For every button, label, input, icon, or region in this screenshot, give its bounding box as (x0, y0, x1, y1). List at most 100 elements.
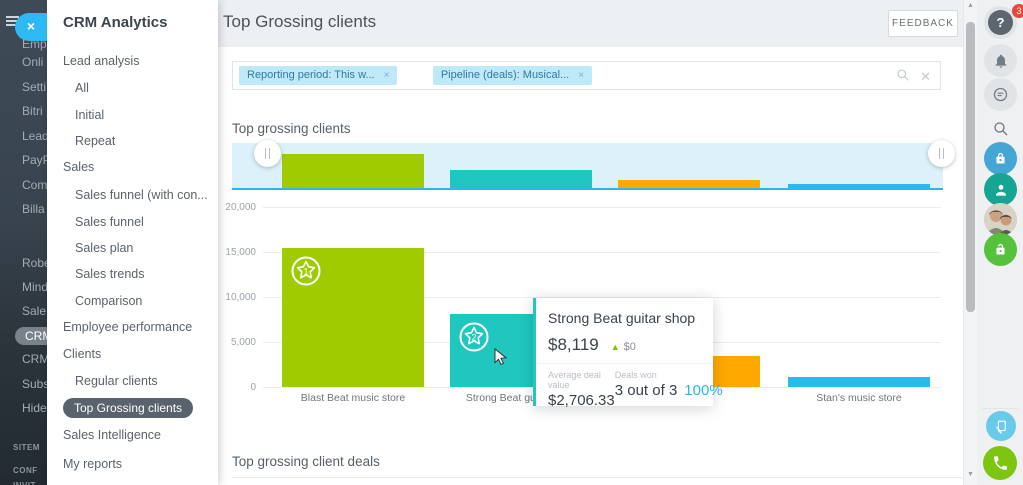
profile-button[interactable] (984, 173, 1017, 206)
page-title: Top Grossing clients (223, 12, 377, 31)
sidebar-item-comparison[interactable]: Comparison (75, 294, 143, 308)
rail-item-subs[interactable]: Subs (22, 377, 47, 391)
sidebar-item-all[interactable]: All (75, 81, 89, 95)
filter-chip-label: Pipeline (deals): Musical... (440, 69, 570, 81)
support-chat-icon (993, 87, 1008, 102)
lock-icon (996, 152, 1005, 164)
y-axis-tick: 20,000 (225, 202, 256, 213)
delta-up-icon: ▲ (610, 342, 620, 352)
sidebar-item-sales-intelligence[interactable]: Sales Intelligence (63, 428, 161, 442)
person-icon (995, 184, 1006, 196)
page-header: Top Grossing clients FEEDBACK (218, 0, 963, 47)
scroll-up-icon[interactable]: ▲ (967, 2, 974, 9)
deals-won-value: 3 out of 3 (614, 382, 678, 399)
search-icon (993, 121, 1007, 135)
rail-item-onli[interactable]: Onli (22, 55, 44, 69)
rail-item-mind[interactable]: Mind (22, 280, 47, 294)
sidebar-item-sales-plan[interactable]: Sales plan (75, 241, 134, 255)
export-report-button[interactable] (986, 411, 1016, 441)
avatar-photo (984, 203, 1017, 236)
call-phone-button[interactable] (983, 446, 1017, 480)
avg-deal-value: $2,706.33 (548, 392, 615, 409)
analytics-menu-panel: CRM Analytics Lead analysis All Initial Rep… (47, 0, 218, 485)
rail-item-lead[interactable]: Lead (22, 129, 47, 143)
hamburger-menu-icon[interactable] (6, 16, 19, 27)
rail-item-bitri[interactable]: Bitri (22, 104, 43, 118)
rail-footer-item-conf[interactable]: CONF (13, 466, 38, 475)
rail-item-setti[interactable]: Setti (22, 80, 47, 94)
tooltip-total-value: $8,119 (548, 335, 599, 354)
feedback-button[interactable]: FEEDBACK (888, 10, 958, 37)
scrollbar-thumb[interactable] (966, 22, 975, 312)
main-content: Top Grossing clients FEEDBACK Reporting … (218, 0, 963, 485)
chart-bar-1[interactable] (282, 248, 424, 387)
lock-blue-button[interactable] (984, 142, 1017, 175)
rail-item-payp[interactable]: PayP (22, 153, 47, 167)
navigator-right-handle[interactable] (928, 140, 955, 167)
user-avatar[interactable] (984, 203, 1017, 236)
svg-text:1: 1 (303, 267, 308, 277)
deals-section-title: Top grossing client deals (232, 454, 380, 469)
filter-chip-1[interactable]: Reporting period: This w... × (239, 66, 398, 85)
rank-badge-1: 1 (291, 256, 321, 286)
sidebar-item-repeat[interactable]: Repeat (75, 134, 116, 148)
filter-search-bar[interactable]: Reporting period: This w... × Pipeline (de… (232, 61, 941, 90)
rank-star-icon: 1 (291, 256, 321, 286)
notification-badge: 3 (1012, 4, 1023, 18)
deals-won-label: Deals won (614, 370, 657, 380)
deals-won-percent: 100% (684, 382, 723, 399)
tooltip-delta-value: $0 (623, 341, 636, 353)
sidebar-item-top-grossing-clients[interactable]: Top Grossing clients (63, 398, 194, 418)
export-report-icon (995, 420, 1006, 434)
help-button[interactable]: ? 3 (984, 4, 1023, 39)
navigator-left-handle[interactable] (254, 140, 281, 167)
notifications-button[interactable] (984, 44, 1017, 77)
filter-chip-2[interactable]: Pipeline (deals): Musical... × (432, 66, 593, 85)
navigator-bar-2 (450, 170, 592, 188)
lock-green-button[interactable] (984, 233, 1017, 266)
gridline (263, 297, 941, 298)
remove-filter-icon[interactable]: × (383, 70, 390, 81)
sidebar-item-lead-analysis[interactable]: Lead analysis (63, 54, 140, 68)
x-axis-label-1: Blast Beat music store (300, 392, 406, 404)
section-divider (232, 477, 962, 478)
rail-footer-item-sitem[interactable]: SITEM (13, 443, 40, 452)
gridline (263, 207, 941, 208)
gridline (263, 252, 941, 253)
sidebar-item-my-reports[interactable]: My reports (63, 457, 123, 471)
search-icon[interactable] (896, 68, 910, 82)
rail-footer-item-invit[interactable]: INVIT (13, 481, 36, 485)
unlock-icon (996, 243, 1005, 255)
navigator-bar-1 (282, 154, 424, 188)
rail-item-com[interactable]: Com (22, 178, 47, 192)
tooltip-client-name: Strong Beat guitar shop (548, 310, 696, 326)
chart-bar-4[interactable] (788, 377, 930, 387)
rail-item-robe[interactable]: Robe (22, 256, 47, 270)
sidebar-item-initial[interactable]: Initial (75, 108, 105, 122)
sidebar-item-sales-funnel-with-con[interactable]: Sales funnel (with con... (75, 188, 208, 202)
support-chat-button[interactable] (984, 78, 1017, 111)
close-menu-button[interactable]: × (15, 13, 47, 41)
rail-item-crm[interactable]: CRM (15, 327, 47, 345)
navigator-baseline (232, 188, 943, 190)
vertical-scrollbar[interactable]: ▲ ▼ (963, 0, 977, 485)
rail-item-billa[interactable]: Billa (22, 202, 45, 216)
filter-chip-label: Reporting period: This w... (247, 69, 375, 81)
rail-item-hide[interactable]: Hide (22, 401, 47, 415)
chart-section-title: Top grossing clients (232, 121, 351, 136)
sidebar-item-employee-performance[interactable]: Employee performance (63, 320, 193, 334)
phone-icon (993, 455, 1007, 470)
toolbar-divider (982, 408, 1018, 409)
clear-filter-icon[interactable]: ✕ (920, 69, 931, 84)
chart-range-navigator[interactable] (232, 143, 943, 190)
sidebar-item-clients[interactable]: Clients (63, 347, 102, 361)
sidebar-item-regular-clients[interactable]: Regular clients (75, 374, 158, 388)
rail-item-sale[interactable]: Sale (22, 304, 47, 318)
sidebar-item-sales[interactable]: Sales (63, 160, 95, 174)
scroll-down-icon[interactable]: ▼ (967, 471, 974, 478)
remove-filter-icon[interactable]: × (578, 70, 585, 81)
search-button[interactable] (984, 112, 1017, 145)
sidebar-item-sales-trends[interactable]: Sales trends (75, 267, 145, 281)
sidebar-item-sales-funnel[interactable]: Sales funnel (75, 215, 144, 229)
rail-item-crm[interactable]: CRM (22, 352, 47, 366)
